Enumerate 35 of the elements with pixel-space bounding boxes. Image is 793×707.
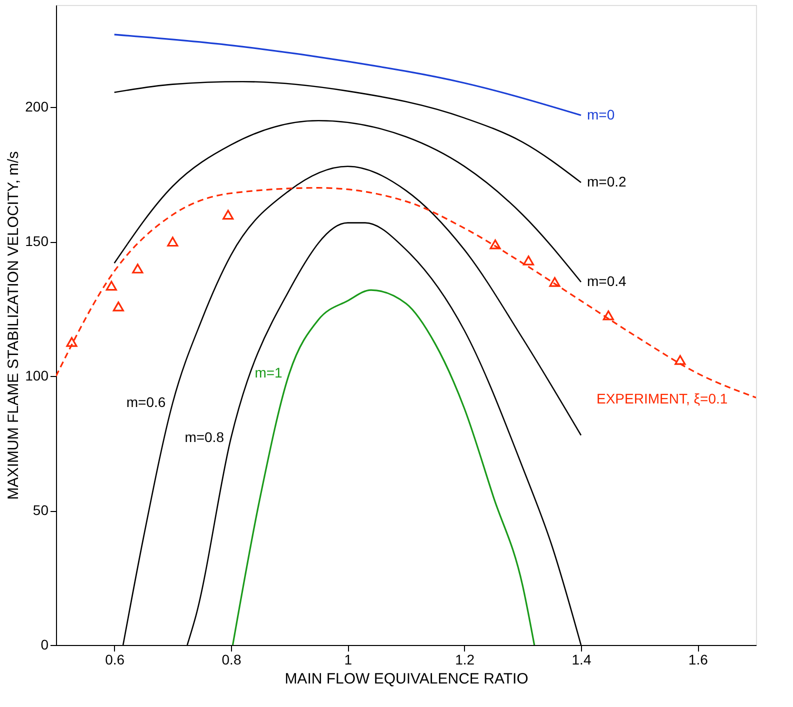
point (167, 236, 178, 247)
point (674, 355, 686, 365)
y-tick-label: 0 (40, 636, 49, 652)
y-tick-label: 200 (25, 98, 49, 115)
point (112, 302, 124, 312)
series-label: m=1 (254, 364, 283, 380)
point (222, 210, 234, 220)
point (66, 337, 78, 347)
line-series (114, 80, 582, 184)
point (490, 239, 501, 250)
series-label: m=0.2 (587, 173, 627, 190)
x-tick-label: 1.4 (572, 652, 592, 668)
x-tick-label: 0.6 (105, 652, 125, 668)
series-label: EXPERIMENT, ξ=0.1 (596, 390, 728, 406)
point (549, 277, 560, 287)
y-tick-label: 150 (25, 233, 49, 250)
point (132, 264, 144, 274)
point (106, 280, 117, 291)
series-label: m=0 (587, 106, 615, 122)
line-series (114, 120, 582, 283)
y-tick-label: 50 (32, 502, 49, 518)
line-series (114, 34, 582, 116)
x-tick-label: 0.8 (222, 652, 242, 668)
x-tick-label: 1.2 (455, 652, 475, 668)
x-tick-label: 1 (344, 652, 352, 668)
line-series (232, 289, 536, 645)
y-tick-label: 100 (25, 368, 49, 384)
point (602, 310, 614, 320)
x-axis-title: MAIN FLOW EQUIVALENCE RATIO (284, 670, 528, 688)
series-label: m=0.8 (184, 428, 224, 445)
x-tick-label: 1.6 (688, 652, 708, 668)
point (522, 256, 534, 266)
y-axis-title: MAXIMUM FLAME STABILIZATION VELOCITY, m/s (5, 151, 22, 500)
series-label: m=0.6 (126, 394, 166, 410)
series-label: m=0.4 (587, 272, 627, 289)
